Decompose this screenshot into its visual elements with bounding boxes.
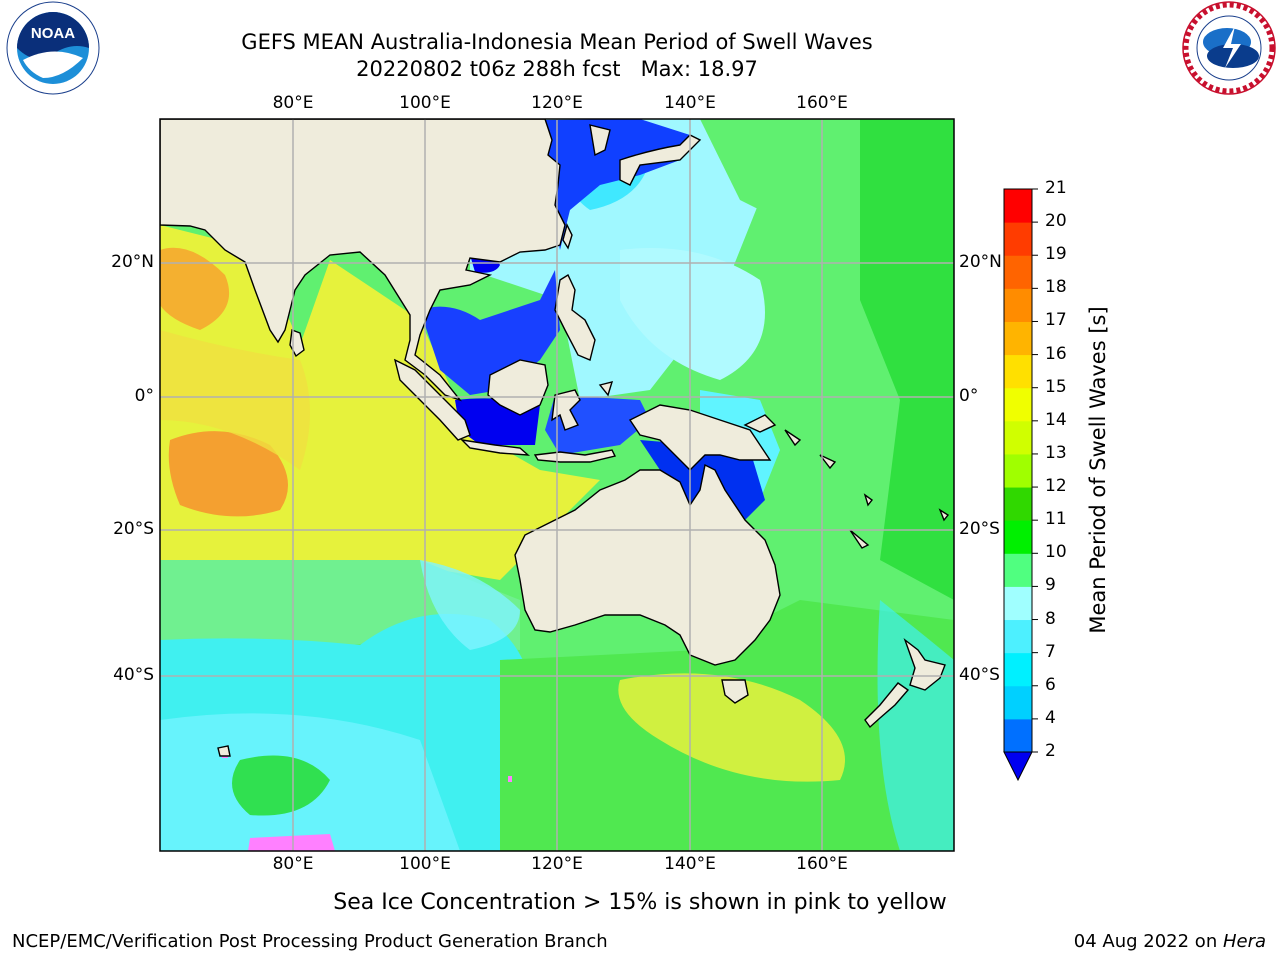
lat-tick-left-20s: 20°S bbox=[113, 519, 154, 539]
lon-tick-bottom-140e: 140°E bbox=[664, 854, 716, 874]
footer-date-text: 04 Aug 2022 on bbox=[1073, 931, 1223, 952]
colorbar-under-arrow bbox=[1003, 751, 1033, 782]
colorbar-segment bbox=[1004, 685, 1032, 720]
colorbar-segment bbox=[1004, 553, 1032, 587]
colorbar-segment bbox=[1004, 520, 1032, 554]
lat-tick-right-20n: 20°N bbox=[959, 252, 1002, 272]
colorbar-segment bbox=[1004, 387, 1032, 422]
colorbar-segment bbox=[1004, 288, 1032, 322]
colorbar-segment bbox=[1004, 487, 1032, 521]
lon-tick-bottom-120e: 120°E bbox=[531, 854, 583, 874]
lon-tick-bottom-160e: 160°E bbox=[796, 854, 848, 874]
colorbar-segment bbox=[1004, 255, 1032, 289]
lon-tick-top-100e: 100°E bbox=[399, 93, 451, 113]
colorbar-segment bbox=[1004, 420, 1032, 455]
lon-tick-bottom-80e: 80°E bbox=[272, 854, 314, 874]
colorbar-tick-label: 15 bbox=[1045, 376, 1067, 397]
lat-tick-right-0: 0° bbox=[959, 386, 979, 406]
footer-host: Hera bbox=[1222, 931, 1266, 952]
colorbar-tick-label: 12 bbox=[1045, 476, 1067, 497]
svg-text:NOAA: NOAA bbox=[31, 25, 75, 42]
colorbar-tick-label: 8 bbox=[1045, 608, 1056, 629]
colorbar-tick-label: 13 bbox=[1045, 442, 1067, 463]
colorbar-tick-label: 6 bbox=[1045, 674, 1056, 695]
colorbar-segment bbox=[1004, 718, 1032, 753]
colorbar-segment bbox=[1004, 189, 1032, 223]
lon-tick-bottom-100e: 100°E bbox=[399, 854, 451, 874]
chart-subtitle: 20220802 t06z 288h fcst Max: 18.97 bbox=[356, 57, 758, 81]
colorbar-label: Mean Period of Swell Waves [s] bbox=[1086, 306, 1110, 634]
footer-credit: NCEP/EMC/Verification Post Processing Pr… bbox=[12, 931, 608, 952]
colorbar-tick-label: 16 bbox=[1045, 343, 1067, 364]
colorbar-tick-label: 14 bbox=[1045, 409, 1067, 430]
lon-tick-top-120e: 120°E bbox=[531, 93, 583, 113]
map-frame bbox=[159, 118, 955, 852]
sea-ice-note: Sea Ice Concentration > 15% is shown in … bbox=[333, 890, 947, 915]
colorbar-segment bbox=[1004, 453, 1032, 488]
colorbar-tick-label: 7 bbox=[1045, 641, 1056, 662]
colorbar-frame bbox=[1003, 188, 1033, 753]
colorbar-tick-label: 17 bbox=[1045, 310, 1067, 331]
noaa-logo-icon: NOAA bbox=[6, 1, 100, 95]
australia-landmass bbox=[514, 463, 781, 666]
lon-tick-top-140e: 140°E bbox=[664, 93, 716, 113]
colorbar-tick-label: 9 bbox=[1045, 575, 1056, 596]
footer-date: 04 Aug 2022 on Hera bbox=[1074, 931, 1266, 952]
lat-tick-left-20n: 20°N bbox=[111, 252, 154, 272]
colorbar-tick-label: 20 bbox=[1045, 211, 1067, 232]
colorbar-segment bbox=[1004, 354, 1032, 389]
lat-tick-left-40s: 40°S bbox=[113, 665, 154, 685]
colorbar-segment bbox=[1004, 652, 1032, 687]
asia-landmass bbox=[160, 119, 566, 402]
lon-tick-top-80e: 80°E bbox=[272, 93, 314, 113]
lat-tick-right-40s: 40°S bbox=[959, 665, 1000, 685]
colorbar-tick-label: 18 bbox=[1045, 277, 1067, 298]
colorbar-tick-label: 19 bbox=[1045, 244, 1067, 265]
land-masses bbox=[160, 119, 950, 757]
lat-tick-right-20s: 20°S bbox=[959, 519, 1000, 539]
colorbar-segment bbox=[1004, 222, 1032, 256]
graticule bbox=[160, 119, 954, 851]
lat-tick-left-0: 0° bbox=[134, 386, 154, 406]
lon-tick-top-160e: 160°E bbox=[796, 93, 848, 113]
nws-logo-icon bbox=[1182, 1, 1276, 95]
colorbar-tick-label: 10 bbox=[1045, 542, 1067, 563]
colorbar-tick-label: 4 bbox=[1045, 707, 1056, 728]
colorbar-segment bbox=[1004, 321, 1032, 356]
colorbar bbox=[1003, 188, 1038, 782]
colorbar-segment bbox=[1004, 619, 1032, 654]
colorbar-segment bbox=[1004, 586, 1032, 621]
colorbar-tick-label: 21 bbox=[1045, 178, 1067, 198]
chart-title: GEFS MEAN Australia-Indonesia Mean Perio… bbox=[241, 30, 873, 54]
colorbar-tick-label: 2 bbox=[1045, 741, 1056, 761]
colorbar-tick-label: 11 bbox=[1045, 509, 1067, 530]
